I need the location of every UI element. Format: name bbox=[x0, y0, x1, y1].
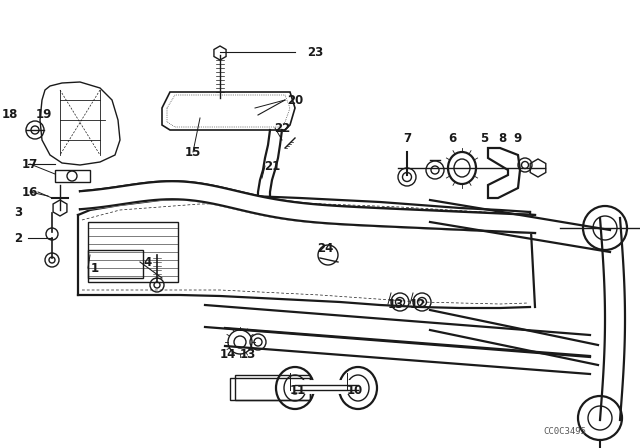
Text: 18: 18 bbox=[2, 108, 18, 121]
Text: 3: 3 bbox=[14, 206, 22, 219]
Text: 17: 17 bbox=[22, 158, 38, 171]
Text: 13: 13 bbox=[388, 297, 404, 310]
Text: 9: 9 bbox=[513, 132, 521, 145]
Text: CC0C3495: CC0C3495 bbox=[543, 427, 586, 436]
Bar bbox=[230, 378, 310, 400]
Text: 2: 2 bbox=[14, 232, 22, 245]
Text: 15: 15 bbox=[185, 146, 201, 159]
Text: 7: 7 bbox=[403, 132, 411, 145]
Text: 20: 20 bbox=[287, 94, 303, 107]
Text: 11: 11 bbox=[290, 383, 306, 396]
Text: 24: 24 bbox=[317, 241, 333, 254]
Text: 23: 23 bbox=[307, 46, 323, 59]
Text: 4: 4 bbox=[144, 255, 152, 268]
Text: 13: 13 bbox=[240, 348, 256, 361]
Text: 12: 12 bbox=[410, 297, 426, 310]
Text: 14: 14 bbox=[220, 348, 236, 361]
Text: 6: 6 bbox=[448, 132, 456, 145]
Text: 21: 21 bbox=[264, 159, 280, 172]
Bar bbox=[55, 170, 90, 182]
Text: 19: 19 bbox=[36, 108, 52, 121]
Text: 22: 22 bbox=[274, 121, 290, 134]
Bar bbox=[88, 222, 178, 282]
Text: 8: 8 bbox=[498, 132, 506, 145]
Text: 10: 10 bbox=[347, 383, 363, 396]
Text: 1: 1 bbox=[91, 262, 99, 275]
Text: 5: 5 bbox=[480, 132, 488, 145]
Bar bbox=[88, 250, 143, 278]
Text: 16: 16 bbox=[22, 185, 38, 198]
